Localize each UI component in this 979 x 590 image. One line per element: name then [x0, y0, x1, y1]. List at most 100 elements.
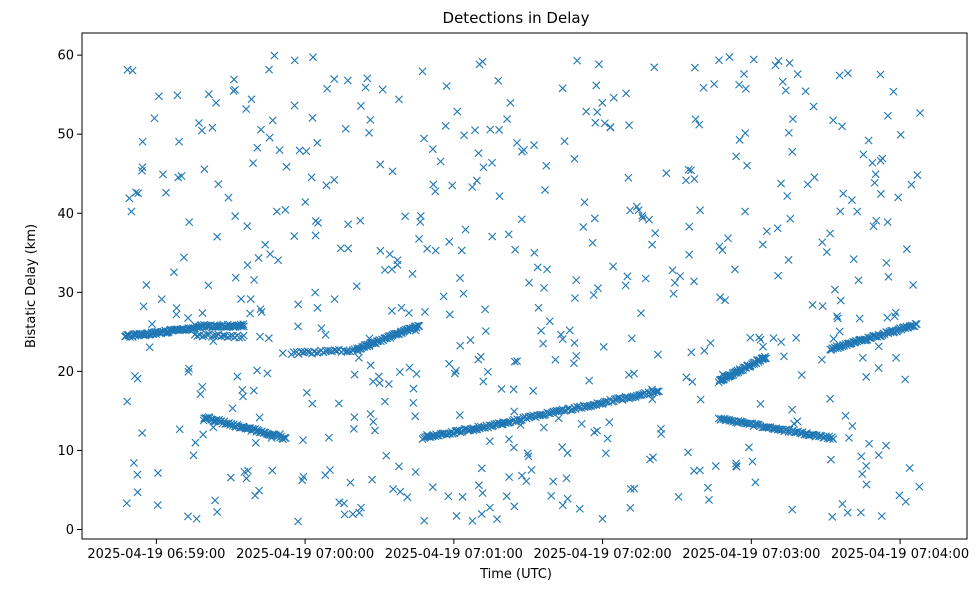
data-point — [485, 503, 494, 512]
data-point — [442, 82, 451, 91]
data-point — [913, 171, 922, 180]
data-point — [380, 266, 389, 275]
data-point — [554, 414, 563, 423]
data-point — [514, 416, 523, 425]
data-point — [874, 363, 883, 372]
data-point — [311, 231, 320, 240]
data-point — [428, 145, 437, 154]
data-point — [209, 337, 218, 346]
data-point — [589, 290, 598, 299]
data-point — [516, 421, 525, 430]
data-point — [355, 508, 364, 517]
data-point — [397, 303, 406, 312]
data-point — [200, 165, 209, 174]
data-point — [539, 423, 548, 432]
data-point — [405, 363, 414, 372]
data-point — [480, 423, 489, 432]
data-point — [510, 407, 519, 416]
data-point — [527, 465, 536, 474]
data-point — [129, 458, 138, 467]
data-point — [256, 305, 265, 314]
data-point — [314, 218, 323, 227]
data-point — [486, 421, 495, 430]
data-point — [130, 372, 139, 380]
data-point — [485, 437, 494, 446]
data-point — [783, 191, 792, 200]
data-point — [598, 514, 607, 523]
data-point — [158, 170, 167, 179]
data-point — [645, 455, 654, 464]
data-point — [825, 432, 834, 441]
data-point — [299, 436, 308, 445]
data-point — [298, 348, 307, 357]
data-point — [882, 441, 891, 450]
y-tick-label: 10 — [57, 444, 74, 459]
data-point — [529, 386, 538, 395]
data-point — [409, 398, 418, 407]
data-point — [395, 368, 404, 376]
data-point — [142, 280, 151, 289]
data-point — [365, 128, 374, 137]
data-point — [862, 480, 871, 489]
data-point — [788, 115, 797, 124]
data-point — [695, 120, 704, 129]
data-point — [131, 188, 140, 197]
data-point — [836, 296, 845, 305]
data-point — [302, 388, 311, 397]
data-point — [451, 366, 460, 375]
data-point — [332, 346, 341, 355]
data-point — [251, 491, 260, 500]
data-point — [203, 330, 211, 339]
data-point — [779, 352, 788, 361]
data-point — [579, 223, 588, 232]
data-point — [696, 206, 705, 215]
data-point — [456, 341, 465, 350]
data-point — [204, 90, 213, 99]
data-point — [543, 265, 552, 274]
data-point — [133, 488, 142, 497]
data-point — [682, 176, 691, 185]
data-point — [401, 212, 410, 221]
data-point — [263, 369, 272, 378]
data-point — [453, 107, 462, 116]
data-point — [836, 207, 845, 216]
data-point — [572, 276, 581, 285]
data-point — [689, 466, 698, 475]
data-point — [563, 449, 572, 458]
data-point — [876, 156, 885, 165]
data-point — [558, 335, 567, 344]
data-point — [253, 366, 262, 375]
data-point — [741, 207, 750, 216]
data-point — [743, 161, 752, 170]
data-point — [412, 369, 421, 378]
data-point — [127, 207, 136, 216]
data-point — [384, 380, 393, 389]
data-point — [239, 320, 248, 329]
data-point — [732, 152, 741, 161]
data-point — [761, 354, 770, 363]
data-point — [169, 268, 178, 277]
data-point — [303, 347, 312, 356]
data-point — [685, 222, 694, 231]
data-point — [366, 410, 375, 418]
data-point — [773, 224, 782, 233]
data-point — [213, 232, 222, 241]
data-point — [174, 173, 183, 182]
data-point — [346, 347, 354, 356]
data-point — [475, 60, 484, 69]
data-point — [848, 422, 857, 431]
data-point — [478, 489, 487, 498]
data-point — [592, 81, 601, 90]
data-point — [703, 483, 712, 492]
data-point — [829, 435, 838, 444]
data-point — [247, 95, 256, 104]
data-point — [217, 417, 226, 426]
data-point — [818, 238, 827, 247]
data-point — [862, 372, 871, 381]
data-point — [668, 266, 677, 275]
data-point — [793, 417, 802, 426]
data-point — [375, 379, 384, 388]
data-point — [630, 369, 638, 378]
data-point — [172, 310, 181, 319]
data-point — [621, 281, 630, 290]
